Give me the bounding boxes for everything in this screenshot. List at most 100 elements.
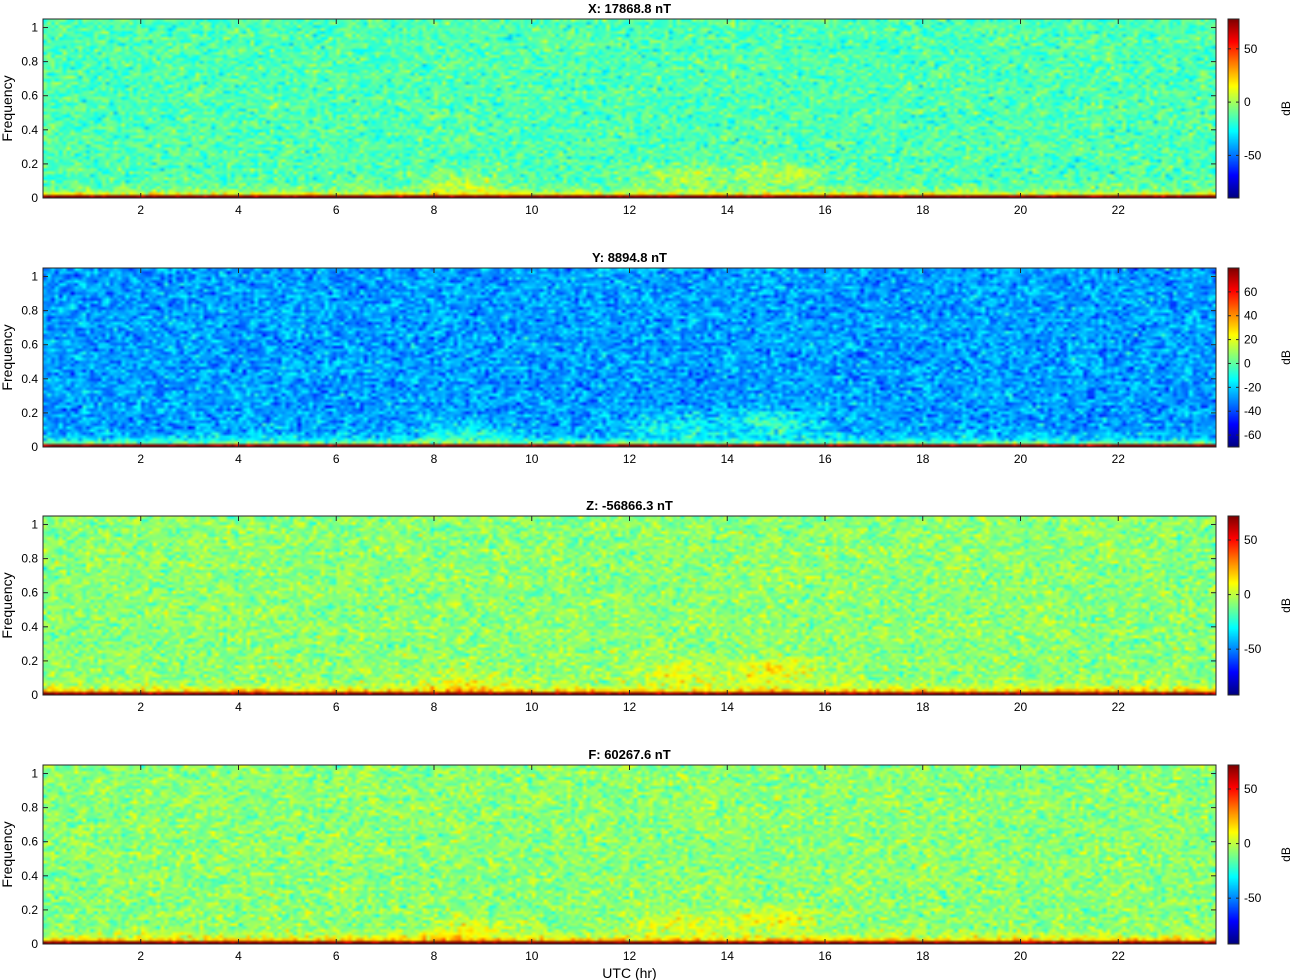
y-tick-label: 0.8 xyxy=(21,801,38,815)
spectrogram-image xyxy=(43,19,1216,198)
y-tick-label: 0 xyxy=(31,440,38,454)
spectrogram-image xyxy=(43,516,1216,695)
y-tick-label: 0.8 xyxy=(21,55,38,69)
x-tick-label: 16 xyxy=(818,700,832,714)
colorbar-tick-label: -50 xyxy=(1244,642,1262,656)
colorbar: -60 -40 -20 0 20 40 60 dB xyxy=(1227,267,1293,448)
x-tick-label: 22 xyxy=(1112,700,1126,714)
x-tick-label: 8 xyxy=(431,949,438,963)
x-tick-label: 10 xyxy=(525,949,539,963)
y-axis-label: Frequency xyxy=(0,572,15,638)
x-tick-label: 14 xyxy=(721,949,735,963)
colorbar-frame xyxy=(1227,764,1240,945)
spectrogram-panel: Y: 8894.8 nT2 4 6 8 10 12 14 16 18 20 2200.20.40.6… xyxy=(0,250,1293,466)
colorbar-gradient xyxy=(1228,268,1239,447)
x-tick-label: 2 xyxy=(137,700,144,714)
y-tick-label: 1 xyxy=(31,767,38,781)
x-tick-label: 20 xyxy=(1014,203,1028,217)
y-tick-label: 1 xyxy=(31,518,38,532)
colorbar-frame xyxy=(1227,515,1240,696)
x-tick-label: 16 xyxy=(818,452,832,466)
x-tick-label: 20 xyxy=(1014,700,1028,714)
y-tick-label: 0.8 xyxy=(21,304,38,318)
x-tick-label: 10 xyxy=(525,700,539,714)
y-axis-label: Frequency xyxy=(0,821,15,887)
x-tick-label: 14 xyxy=(721,203,735,217)
colorbar-tick-label: 0 xyxy=(1244,95,1251,109)
colorbar-gradient xyxy=(1228,516,1239,695)
colorbar-tick-label: -50 xyxy=(1244,148,1262,162)
colorbar-tick-label: 60 xyxy=(1244,285,1258,299)
spectrogram-image xyxy=(43,765,1216,944)
y-tick-label: 0 xyxy=(31,937,38,951)
colorbar-label: dB xyxy=(1279,598,1293,613)
x-tick-label: 6 xyxy=(333,452,340,466)
colorbar: -50 0 50 dB xyxy=(1227,764,1293,945)
x-tick-label: 12 xyxy=(623,949,637,963)
colorbar-tick-label: -50 xyxy=(1244,891,1262,905)
panel-title: X: 17868.8 nT xyxy=(588,1,671,16)
x-tick-label: 18 xyxy=(916,949,930,963)
spectrogram-panel: F: 60267.6 nT2 4 6 8 10 12 14 16 18 20 2200.20.40.… xyxy=(0,747,1293,980)
y-axis-label: Frequency xyxy=(0,324,15,390)
y-tick-label: 0 xyxy=(31,688,38,702)
colorbar-label: dB xyxy=(1279,847,1293,862)
x-tick-label: 16 xyxy=(818,949,832,963)
x-tick-label: 14 xyxy=(721,700,735,714)
x-tick-label: 2 xyxy=(137,203,144,217)
colorbar-frame xyxy=(1227,267,1240,448)
x-tick-label: 8 xyxy=(431,452,438,466)
colorbar: -50 0 50 dB xyxy=(1227,18,1293,199)
x-tick-label: 8 xyxy=(431,700,438,714)
x-tick-label: 18 xyxy=(916,452,930,466)
y-axis-label: Frequency xyxy=(0,75,15,141)
x-tick-label: 12 xyxy=(623,700,637,714)
y-tick-label: 0.6 xyxy=(21,338,38,352)
panel-title: F: 60267.6 nT xyxy=(588,747,670,762)
colorbar-tick-label: 0 xyxy=(1244,837,1251,851)
colorbar-tick-label: 0 xyxy=(1244,588,1251,602)
y-tick-label: 0.4 xyxy=(21,372,38,386)
y-tick-label: 0.6 xyxy=(21,89,38,103)
colorbar-tick-label: 50 xyxy=(1244,533,1258,547)
x-axis-label: UTC (hr) xyxy=(602,965,656,980)
y-tick-label: 0.6 xyxy=(21,835,38,849)
colorbar-tick-label: -20 xyxy=(1244,380,1262,394)
x-tick-label: 12 xyxy=(623,203,637,217)
colorbar-tick-label: 20 xyxy=(1244,333,1258,347)
x-tick-label: 22 xyxy=(1112,949,1126,963)
y-tick-label: 0.4 xyxy=(21,620,38,634)
x-tick-label: 4 xyxy=(235,452,242,466)
x-tick-label: 6 xyxy=(333,949,340,963)
colorbar-gradient xyxy=(1228,765,1239,944)
x-tick-label: 10 xyxy=(525,452,539,466)
panel-title: Y: 8894.8 nT xyxy=(592,250,667,265)
x-tick-label: 22 xyxy=(1112,203,1126,217)
panel-title: Z: -56866.3 nT xyxy=(586,498,673,513)
y-tick-label: 0.2 xyxy=(21,654,38,668)
y-tick-label: 1 xyxy=(31,21,38,35)
x-tick-label: 22 xyxy=(1112,452,1126,466)
x-tick-label: 16 xyxy=(818,203,832,217)
x-tick-label: 4 xyxy=(235,949,242,963)
x-tick-label: 20 xyxy=(1014,452,1028,466)
colorbar-tick-label: -60 xyxy=(1244,428,1262,442)
x-tick-label: 18 xyxy=(916,700,930,714)
colorbar-gradient xyxy=(1228,19,1239,198)
x-tick-label: 10 xyxy=(525,203,539,217)
x-tick-label: 2 xyxy=(137,949,144,963)
x-tick-label: 2 xyxy=(137,452,144,466)
colorbar-tick-label: -40 xyxy=(1244,404,1262,418)
spectrogram-image xyxy=(43,268,1216,447)
x-tick-label: 4 xyxy=(235,203,242,217)
x-tick-label: 18 xyxy=(916,203,930,217)
y-tick-label: 0.4 xyxy=(21,123,38,137)
y-tick-label: 0.4 xyxy=(21,869,38,883)
colorbar-tick-label: 40 xyxy=(1244,309,1258,323)
y-tick-label: 0.2 xyxy=(21,157,38,171)
colorbar-frame xyxy=(1227,18,1240,199)
y-tick-label: 0.2 xyxy=(21,406,38,420)
colorbar-tick-label: 50 xyxy=(1244,42,1258,56)
y-tick-label: 0 xyxy=(31,191,38,205)
